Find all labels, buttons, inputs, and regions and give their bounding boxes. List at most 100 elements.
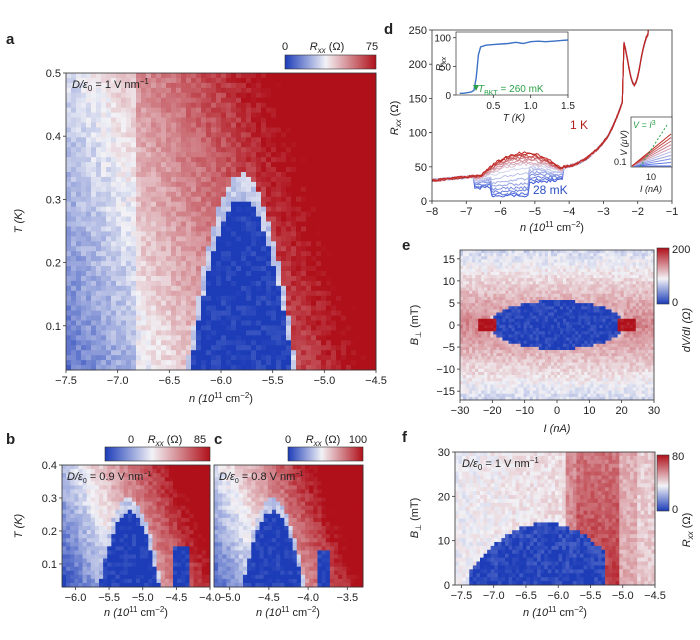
panel-a-heatmap-cell: [341, 202, 346, 207]
panel-a-heatmap-cell: [351, 231, 356, 236]
panel-b-heatmap-cell: [132, 485, 137, 489]
panel-a-heatmap-cell: [161, 286, 166, 291]
panel-a-heatmap-cell: [186, 152, 191, 157]
panel-a-heatmap-cell: [66, 291, 71, 296]
panel-b-heatmap-cell: [70, 550, 75, 554]
panel-b-heatmap-cell: [107, 522, 112, 526]
panel-a-heatmap-cell: [201, 98, 206, 103]
panel-a-heatmap-cell: [156, 197, 161, 202]
panel-a-heatmap-cell: [111, 350, 116, 355]
panel-a-heatmap-cell: [126, 276, 131, 281]
panel-a-heatmap-cell: [326, 355, 331, 360]
panel-a-heatmap-cell: [261, 226, 266, 231]
panel-a-heatmap-cell: [196, 83, 201, 88]
panel-a-heatmap-cell: [191, 157, 196, 162]
panel-a-heatmap-cell: [241, 73, 246, 78]
panel-a-heatmap-cell: [101, 137, 106, 142]
panel-a-heatmap-cell: [211, 187, 216, 192]
panel-a-heatmap-cell: [301, 321, 306, 326]
panel-a-heatmap-cell: [111, 187, 116, 192]
panel-a-heatmap-cell: [191, 212, 196, 217]
panel-a-heatmap-cell: [366, 340, 371, 345]
panel-a-heatmap-cell: [276, 93, 281, 98]
panel-a-heatmap-cell: [126, 152, 131, 157]
panel-a-heatmap-cell: [356, 162, 361, 167]
panel-a-heatmap-cell: [371, 306, 376, 311]
panel-a-heatmap-cell: [176, 266, 181, 271]
panel-a-heatmap-cell: [101, 202, 106, 207]
panel-a-heatmap-cell: [96, 261, 101, 266]
panel-a-heatmap-cell: [296, 157, 301, 162]
panel-b-heatmap-cell: [99, 559, 104, 563]
panel-a-heatmap-cell: [131, 212, 136, 217]
panel-a-heatmap-cell: [131, 103, 136, 108]
panel-a-heatmap-cell: [341, 222, 346, 227]
panel-a-heatmap-cell: [311, 271, 316, 276]
panel-a-heatmap-cell: [126, 246, 131, 251]
panel-c-heatmap-cell: [214, 477, 219, 481]
panel-a-heatmap-cell: [361, 103, 366, 108]
panel-a-heatmap-cell: [136, 241, 141, 246]
panel-a-heatmap-cell: [91, 330, 96, 335]
panel-b-heatmap-cell: [161, 506, 166, 510]
panel-a-heatmap-cell: [236, 281, 241, 286]
panel-b-heatmap-cell: [189, 493, 194, 497]
panel-a-heatmap-cell: [341, 335, 346, 340]
panel-b-heatmap-cell: [157, 563, 162, 567]
panel-a-heatmap-cell: [296, 197, 301, 202]
panel-a-heatmap-cell: [271, 360, 276, 365]
panel-a-heatmap-cell: [346, 197, 351, 202]
panel-a-heatmap-cell: [206, 321, 211, 326]
panel-a-heatmap-cell: [326, 316, 331, 321]
panel-b-heatmap-cell: [152, 559, 157, 563]
panel-a-heatmap-cell: [156, 137, 161, 142]
panel-a-heatmap-cell: [111, 335, 116, 340]
panel-a-heatmap-cell: [196, 152, 201, 157]
panel-a-heatmap-cell: [186, 222, 191, 227]
panel-a-heatmap-cell: [301, 345, 306, 350]
panel-a-heatmap-cell: [361, 301, 366, 306]
panel-a-heatmap-cell: [221, 330, 226, 335]
panel-a-heatmap-cell: [66, 113, 71, 118]
panel-a-heatmap-cell: [316, 316, 321, 321]
panel-a-heatmap-cell: [256, 93, 261, 98]
panel-a-heatmap-cell: [186, 142, 191, 147]
panel-a-heatmap-cell: [291, 340, 296, 345]
panel-a-heatmap-cell: [141, 281, 146, 286]
panel-b-heatmap-cell: [189, 530, 194, 534]
panel-a-heatmap-cell: [266, 98, 271, 103]
panel-a-heatmap-cell: [326, 118, 331, 123]
panel-b-heatmap-cell: [177, 575, 182, 579]
panel-a-heatmap-cell: [121, 306, 126, 311]
panel-a-heatmap-cell: [366, 222, 371, 227]
panel-a-heatmap-cell: [191, 321, 196, 326]
panel-b-heatmap-cell: [189, 567, 194, 571]
panel-a-heatmap-cell: [256, 306, 261, 311]
panel-a-heatmap-cell: [371, 192, 376, 197]
panel-a-heatmap-cell: [201, 78, 206, 83]
panel-a-heatmap-cell: [101, 113, 106, 118]
panel-a-heatmap-cell: [216, 276, 221, 281]
panel-b-heatmap-cell: [62, 559, 67, 563]
panel-a-heatmap-cell: [201, 172, 206, 177]
panel-a-heatmap-cell: [276, 340, 281, 345]
panel-a-heatmap-cell: [116, 177, 121, 182]
panel-b-heatmap-cell: [144, 530, 149, 534]
panel-a-heatmap-cell: [341, 132, 346, 137]
panel-b-heatmap-cell: [148, 559, 153, 563]
panel-a-heatmap-cell: [346, 276, 351, 281]
panel-a-heatmap-cell: [361, 192, 366, 197]
panel-a-heatmap-cell: [321, 132, 326, 137]
panel-a-heatmap-cell: [246, 93, 251, 98]
panel-a-heatmap-cell: [221, 167, 226, 172]
panel-a-heatmap-cell: [346, 256, 351, 261]
panel-a-heatmap-cell: [271, 276, 276, 281]
panel-a-heatmap-cell: [271, 256, 276, 261]
panel-a-heatmap-cell: [336, 301, 341, 306]
panel-a-heatmap-cell: [206, 340, 211, 345]
panel-a-heatmap-cell: [311, 177, 316, 182]
panel-a-heatmap-cell: [271, 311, 276, 316]
panel-b-heatmap-cell: [177, 510, 182, 514]
panel-a-heatmap-cell: [166, 73, 171, 78]
panel-a-heatmap-cell: [146, 182, 151, 187]
